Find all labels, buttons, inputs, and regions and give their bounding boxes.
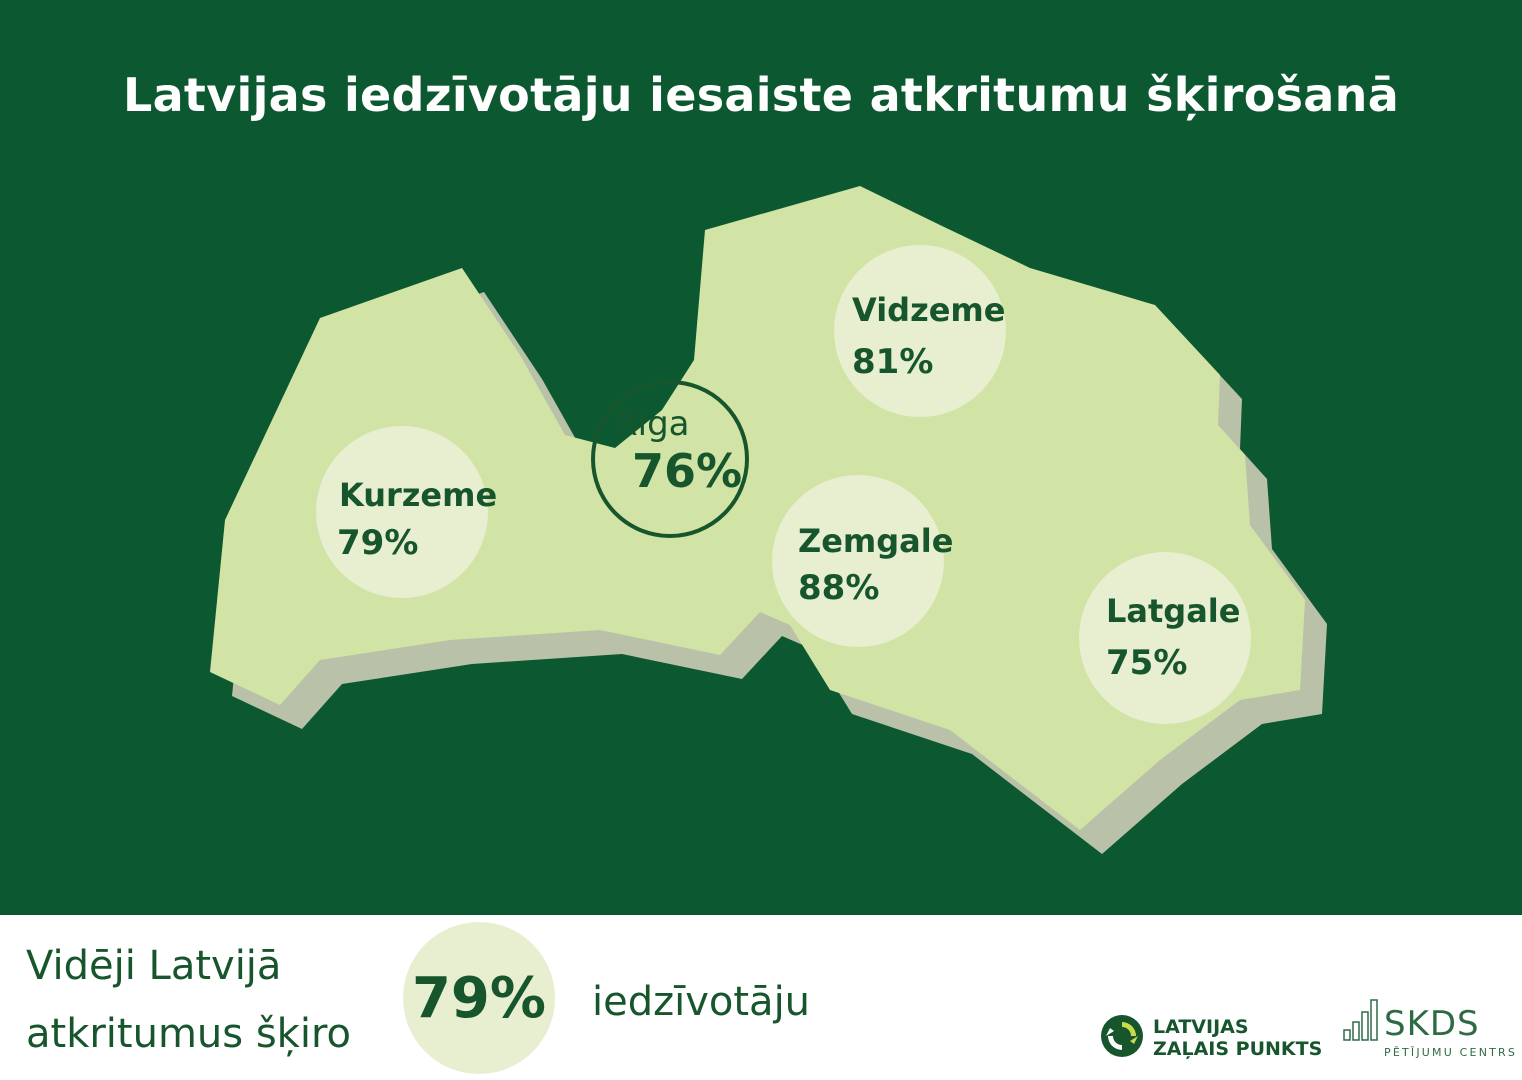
zemgale-circle — [772, 475, 944, 647]
latgale-circle — [1079, 552, 1251, 724]
lzp-logo-line-2: ZAĻAIS PUNKTS — [1153, 1038, 1323, 1060]
latgale-value: 75% — [1106, 643, 1188, 683]
vidzeme-value: 81% — [852, 342, 934, 382]
kurzeme-circle — [316, 426, 488, 598]
vidzeme-circle — [834, 245, 1006, 417]
zemgale-label: Zemgale — [798, 522, 954, 560]
latvia-map — [210, 186, 1327, 854]
skds-logo-name: SKDS — [1384, 1004, 1480, 1044]
riga-circle — [591, 380, 749, 538]
vidzeme-label: Vidzeme — [852, 291, 1006, 329]
kurzeme-label: Kurzeme — [339, 476, 498, 514]
zemgale-value: 88% — [798, 568, 880, 608]
summary-suffix: iedzīvotāju — [592, 979, 811, 1025]
map-land — [210, 186, 1305, 830]
lzp-logo-line-1: LATVIJAS — [1153, 1016, 1249, 1038]
recycle-logo-icon — [1101, 1015, 1143, 1057]
summary-line-1: Vidēji Latvijā — [26, 943, 282, 989]
skds-logo-subtitle: PĒTĪJUMU CENTRS — [1384, 1046, 1518, 1059]
page-title: Latvijas iedzīvotāju iesaiste atkritumu … — [122, 68, 1400, 122]
summary-line-2: atkritumus šķiro — [26, 1011, 351, 1057]
latgale-label: Latgale — [1106, 592, 1241, 630]
riga-label: Rīga — [614, 404, 690, 444]
kurzeme-value: 79% — [337, 523, 419, 563]
summary-value-badge: 79% — [403, 922, 555, 1074]
riga-value: 76% — [632, 444, 743, 498]
skds-bars-icon — [1343, 999, 1378, 1041]
